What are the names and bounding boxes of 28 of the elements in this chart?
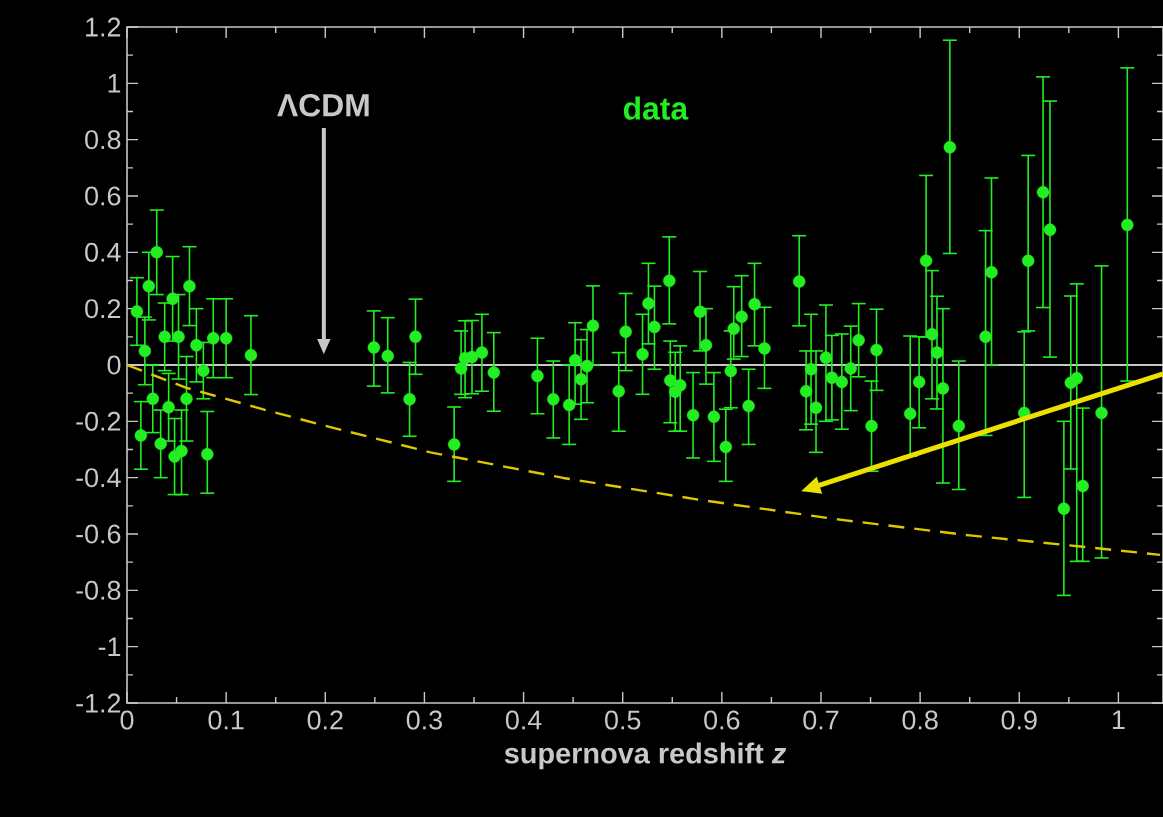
x-tick-label: 0.5	[605, 710, 641, 730]
y-tick-label: -0.6	[76, 524, 121, 544]
y-tick-label: 1	[108, 74, 121, 93]
x-axis-title: supernova redshift z	[504, 742, 787, 770]
y-tick-label: -0.8	[76, 580, 121, 600]
y-tick-label: 0	[107, 355, 121, 375]
x-tick-label: 0.2	[307, 710, 343, 730]
y-tick-label: -1	[98, 637, 121, 656]
x-tick-label: 0.6	[704, 710, 740, 730]
text: data	[623, 96, 689, 120]
y-tick-label: -1.2	[76, 693, 121, 713]
y-tick-label: 0.6	[85, 186, 121, 206]
y-tick-label: -0.4	[76, 468, 121, 488]
y-tick-label: 0.4	[85, 242, 121, 262]
x-tick-label: 1	[1112, 710, 1125, 730]
x-tick-label: 0.7	[803, 710, 839, 730]
x-tick-label: 0.9	[1001, 710, 1037, 730]
line-series	[127, 363, 1162, 557]
y-tick-label: 0.8	[85, 130, 121, 150]
ref-line-label: ΛCDM	[277, 93, 369, 117]
x-tick-label: 0.1	[208, 710, 244, 730]
y-tick-label: -0.2	[76, 411, 121, 431]
x-tick-label: 0.8	[902, 710, 938, 730]
x-tick-label: 0	[120, 710, 134, 730]
y-tick-label: 1.2	[86, 17, 121, 37]
x-tick-label: 0.3	[406, 710, 442, 730]
y-tick-label: 0.2	[85, 299, 121, 319]
x-tick-label: 0.4	[505, 710, 542, 730]
